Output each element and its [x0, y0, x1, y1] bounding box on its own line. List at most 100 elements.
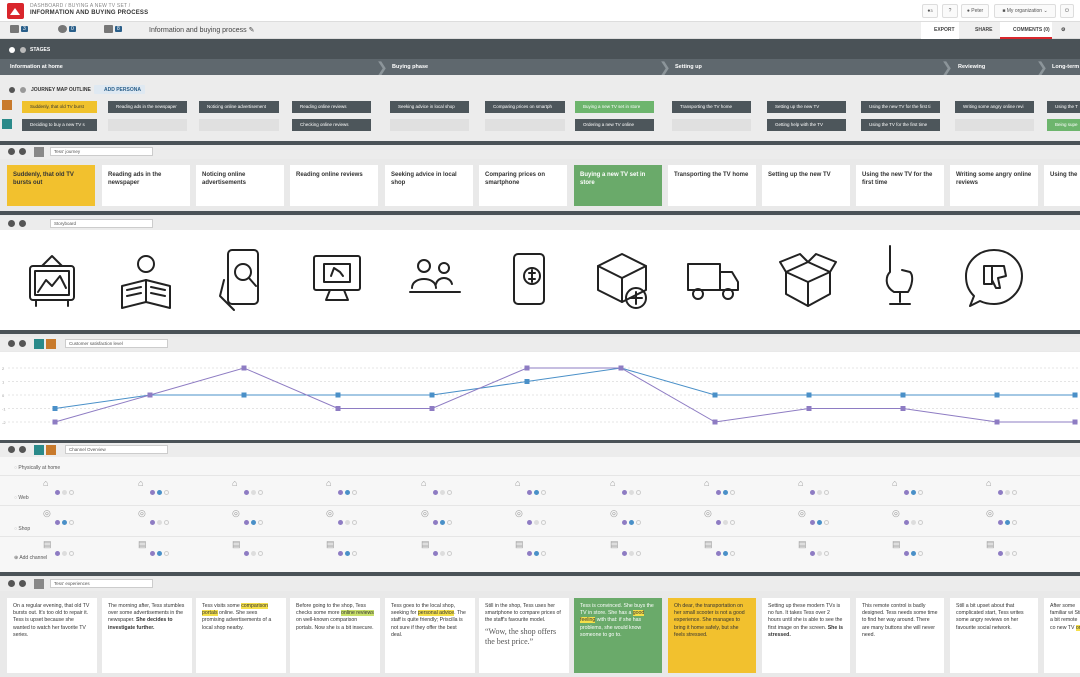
- section-controls[interactable]: [8, 339, 30, 349]
- outline-step[interactable]: Ordering a new TV online: [575, 119, 654, 131]
- add-stage-icon[interactable]: [9, 47, 15, 53]
- data-point[interactable]: [429, 392, 435, 398]
- stage-options-icon[interactable]: [20, 47, 26, 53]
- outline-step[interactable]: Reading online reviews: [292, 101, 371, 113]
- help-button[interactable]: ?: [942, 4, 958, 18]
- section-controls[interactable]: [8, 445, 30, 455]
- data-point[interactable]: [524, 365, 530, 371]
- journey-step-card[interactable]: Reading ads in the newspaper: [102, 165, 190, 206]
- outline-empty-slot[interactable]: [485, 119, 565, 131]
- export-button[interactable]: EXPORT: [921, 22, 959, 39]
- user-menu[interactable]: ● Peter: [961, 4, 989, 18]
- channel-label[interactable]: ○ Web: [14, 495, 29, 501]
- persona-avatar[interactable]: [2, 119, 12, 129]
- journey-step-card[interactable]: Setting up the new TV: [762, 165, 850, 206]
- outline-step[interactable]: Suddenly, that old TV burst: [22, 101, 97, 113]
- add-icon[interactable]: [8, 219, 15, 227]
- data-point[interactable]: [429, 406, 435, 411]
- page-title[interactable]: Information and buying process ✎: [149, 26, 255, 34]
- lane-title-input[interactable]: Storyboard: [50, 219, 153, 228]
- experience-card[interactable]: Setting up these modern TVs is no fun. I…: [762, 598, 850, 673]
- edit-icon[interactable]: ✎: [248, 27, 255, 34]
- stage-item[interactable]: Setting up: [675, 64, 702, 70]
- experience-card[interactable]: Tess is convinced. She buys the TV in st…: [574, 598, 662, 673]
- data-point[interactable]: [52, 406, 58, 411]
- persona-view-button[interactable]: 3: [10, 25, 28, 35]
- grid-view-button[interactable]: 8: [104, 25, 122, 35]
- lane-title-input[interactable]: Channel Overview: [65, 445, 168, 454]
- outline-empty-slot[interactable]: [390, 119, 469, 131]
- data-point[interactable]: [712, 419, 718, 425]
- stage-item[interactable]: Buying phase: [392, 64, 429, 70]
- journey-step-card[interactable]: Comparing prices on smartphone: [479, 165, 567, 206]
- journey-step-card[interactable]: Buying a new TV set in store: [574, 165, 662, 206]
- stage-item[interactable]: Information at home: [10, 64, 63, 70]
- channel-label[interactable]: ○ Shop: [14, 526, 30, 532]
- breadcrumb-path[interactable]: DASHBOARD / BUYING A NEW TV SET /: [30, 3, 131, 9]
- target-view-button[interactable]: 0: [58, 25, 76, 35]
- section-controls[interactable]: [8, 147, 30, 157]
- outline-step[interactable]: Buying a new TV set in store: [575, 101, 654, 113]
- persona-avatar[interactable]: [34, 339, 44, 349]
- options-icon[interactable]: [19, 339, 26, 347]
- add-persona-button[interactable]: ADD PERSONA: [94, 85, 145, 94]
- experience-card[interactable]: On a regular evening, that old TV bursts…: [7, 598, 97, 673]
- outline-empty-slot[interactable]: [955, 119, 1034, 131]
- options-icon[interactable]: [19, 147, 26, 155]
- data-point[interactable]: [147, 392, 153, 398]
- lane-title-input[interactable]: Tess' experiences: [50, 579, 153, 588]
- experience-card[interactable]: This remote control is badly designed. T…: [856, 598, 944, 673]
- data-point[interactable]: [1072, 419, 1078, 425]
- data-point[interactable]: [241, 365, 247, 371]
- section-controls[interactable]: [8, 579, 30, 589]
- experience-card[interactable]: Oh dear, the transportation on her small…: [668, 598, 756, 673]
- persona-avatar[interactable]: [34, 147, 44, 157]
- outline-step[interactable]: Checking online reviews: [292, 119, 371, 131]
- data-point[interactable]: [900, 406, 906, 411]
- persona-avatar[interactable]: [34, 579, 44, 589]
- data-point[interactable]: [712, 392, 718, 398]
- experience-card[interactable]: Still in the shop, Tess uses her smartph…: [479, 598, 569, 673]
- options-icon[interactable]: [19, 445, 26, 453]
- data-point[interactable]: [335, 406, 341, 411]
- channel-label[interactable]: ○ Physically at home: [14, 465, 60, 471]
- outline-step[interactable]: Writing some angry online revi: [955, 101, 1034, 113]
- persona-avatar[interactable]: [34, 445, 44, 455]
- data-point[interactable]: [994, 392, 1000, 398]
- lane-title-input[interactable]: Customer satisfaction level: [65, 339, 168, 348]
- notifications-button[interactable]: ●3: [922, 4, 938, 18]
- data-point[interactable]: [994, 419, 1000, 425]
- journey-step-card[interactable]: Noticing online advertisements: [196, 165, 284, 206]
- add-icon[interactable]: [8, 445, 15, 453]
- data-point[interactable]: [806, 406, 812, 411]
- outline-step[interactable]: Noticing online advertisement: [199, 101, 279, 113]
- comments-button[interactable]: COMMENTS (0): [1000, 22, 1052, 39]
- data-point[interactable]: [1072, 392, 1078, 398]
- outline-empty-slot[interactable]: [199, 119, 279, 131]
- outline-step[interactable]: Deciding to buy a new TV s: [22, 119, 97, 131]
- persona-avatar[interactable]: [46, 339, 56, 349]
- data-point[interactable]: [52, 419, 58, 425]
- journey-step-card[interactable]: Transporting the TV home: [668, 165, 756, 206]
- outline-step[interactable]: Reading ads in the newspaper: [108, 101, 187, 113]
- outline-step[interactable]: Using the TV for the first time: [861, 119, 940, 131]
- experience-card[interactable]: After some familiar wi Still a bit remot…: [1044, 598, 1080, 673]
- data-point[interactable]: [335, 392, 341, 398]
- data-point[interactable]: [900, 392, 906, 398]
- add-icon[interactable]: [8, 147, 15, 155]
- lane-title-input[interactable]: Tess' journey: [50, 147, 153, 156]
- share-button[interactable]: SHARE: [962, 22, 998, 39]
- options-icon[interactable]: [20, 87, 26, 93]
- add-icon[interactable]: [9, 87, 15, 93]
- data-point[interactable]: [806, 392, 812, 398]
- persona-avatar[interactable]: [2, 100, 12, 110]
- options-icon[interactable]: [19, 579, 26, 587]
- options-icon[interactable]: [19, 219, 26, 227]
- outline-step[interactable]: Transporting the TV home: [672, 101, 751, 113]
- outline-step[interactable]: Setting up the new TV: [767, 101, 846, 113]
- org-selector[interactable]: ■ My organization ⌄: [994, 4, 1056, 18]
- data-point[interactable]: [618, 365, 624, 371]
- outline-step[interactable]: Comparing prices on smartph: [485, 101, 565, 113]
- journey-step-card[interactable]: Seeking advice in local shop: [385, 165, 473, 206]
- add-channel-button[interactable]: ⊕ Add channel: [14, 555, 47, 561]
